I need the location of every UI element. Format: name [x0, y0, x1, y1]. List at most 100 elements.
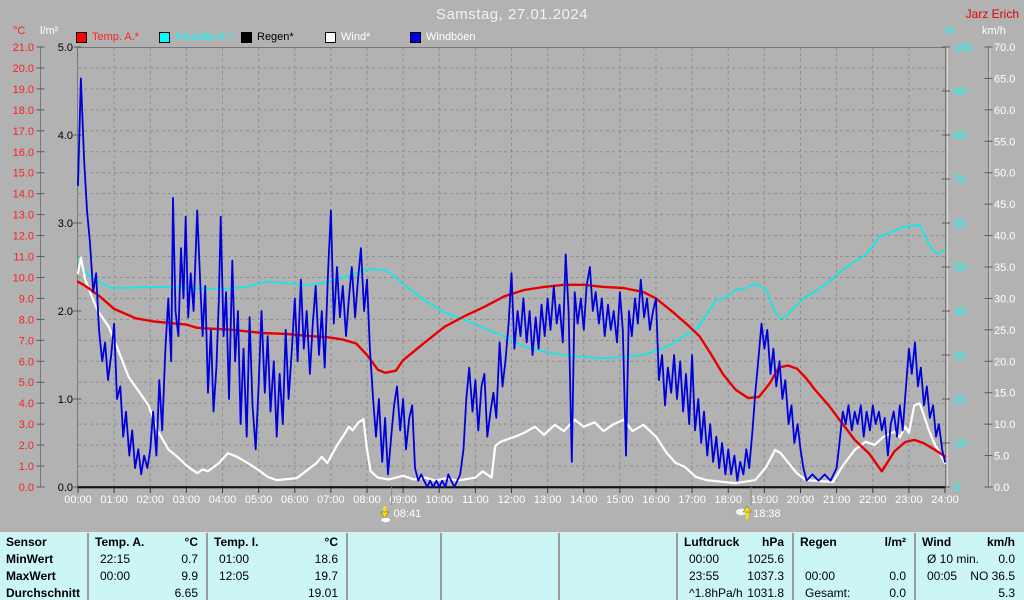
table-cell: 5.3: [998, 586, 1015, 600]
table-cell: 6.65: [174, 586, 198, 600]
humidity-tick-label: 90: [954, 86, 966, 98]
legend-label: Wind*: [341, 31, 371, 43]
legend-item: Wind*: [325, 31, 370, 43]
hour-label: 10:00: [425, 494, 453, 506]
table-cell: 1031.8: [747, 586, 784, 600]
table-divider: [87, 533, 89, 600]
series-windb-en: [77, 77, 946, 488]
table-cell: Wind: [922, 535, 952, 549]
humidity-axis-unit: %: [945, 25, 955, 37]
wind-tick-label: 70.0: [994, 42, 1015, 54]
summary-table: Sensor MinWert MaxWert Durchschnitt Temp. A.…: [0, 532, 1024, 600]
hour-label: 15:00: [606, 494, 634, 506]
table-cell: 18.6: [314, 552, 338, 566]
hour-label: 08:00: [353, 494, 381, 506]
table-cell: MinWert: [6, 552, 54, 566]
wind-tick-label: 15.0: [994, 388, 1015, 400]
legend-swatch-icon: [159, 31, 170, 43]
hour-label: 19:00: [751, 494, 779, 506]
wind-tick-label: 25.0: [994, 325, 1015, 337]
rain-axis-unit: l/m²: [40, 25, 59, 37]
table-cell: 0.0: [889, 569, 906, 583]
weather-chart: 0.0 1.0 2.0 3.0 4.0 5.0 6.0 7.0 8.0 9.0 10.0 11.0 12…: [13, 42, 1015, 523]
rain-tick-label: 0.0: [58, 482, 73, 494]
humidity-tick-label: 70: [954, 174, 966, 186]
legend-swatch-icon: [76, 31, 87, 43]
temp-axis-unit: °C: [13, 25, 26, 37]
wind-tick-label: 40.0: [994, 231, 1015, 243]
hour-label: 06:00: [281, 494, 309, 506]
sun-horizon-icon: [381, 517, 391, 523]
wind-tick-label: 45.0: [994, 199, 1015, 211]
temp-tick-label: 12.0: [13, 231, 34, 243]
table-cell: 9.9: [181, 569, 198, 583]
temp-tick-label: 14.0: [13, 189, 34, 201]
legend-swatch-icon: [410, 31, 421, 43]
temp-tick-label: 3.0: [19, 419, 34, 431]
humidity-tick-label: 10: [954, 438, 966, 450]
table-cell: 1037.3: [747, 569, 784, 583]
temp-tick-label: 10.0: [13, 272, 34, 284]
temp-tick-label: 21.0: [13, 42, 34, 54]
humidity-tick-label: 60: [954, 218, 966, 230]
hour-label: 22:00: [859, 494, 887, 506]
table-cell: 19.7: [314, 569, 338, 583]
table-cell: km/h: [986, 535, 1015, 549]
humidity-tick-label: 50: [954, 262, 966, 274]
table-cell: 01:00: [219, 552, 250, 566]
table-cell: 00:00: [100, 569, 131, 583]
wind-tick-label: 10.0: [994, 419, 1015, 431]
humidity-tick-label: 100: [954, 42, 972, 54]
legend-label: Regen*: [257, 31, 294, 43]
hour-label: 04:00: [209, 494, 237, 506]
table-divider: [558, 533, 560, 600]
temp-tick-label: 9.0: [19, 293, 34, 305]
hour-label: 07:00: [317, 494, 345, 506]
legend-item: Temp. A.*: [76, 31, 139, 43]
temp-tick-label: 5.0: [19, 377, 34, 389]
hour-label: 09:00: [389, 494, 417, 506]
temp-tick-label: 1.0: [19, 461, 34, 473]
hour-label: 18:00: [714, 494, 742, 506]
temp-tick-label: 11.0: [13, 252, 34, 264]
table-cell: Gesamt:: [805, 586, 851, 600]
table-cell: 1025.6: [747, 552, 784, 566]
hour-label: 21:00: [823, 494, 851, 506]
hour-label: 00:00: [64, 494, 92, 506]
hour-label: 11:00: [462, 494, 489, 506]
sunset-arrow-icon: [742, 505, 752, 513]
table-cell: Regen: [800, 535, 837, 549]
wind-tick-label: 65.0: [994, 73, 1015, 85]
table-cell: 22:15: [100, 552, 131, 566]
table-cell: Temp. A.: [95, 535, 145, 549]
rain-tick-label: 3.0: [58, 218, 73, 230]
wind-tick-label: 60.0: [994, 105, 1015, 117]
table-cell: hPa: [761, 535, 784, 549]
wind-tick-label: 0.0: [994, 482, 1009, 494]
sunset-time-label: 18:38: [753, 508, 781, 520]
series-wind: [76, 256, 947, 485]
table-cell: 0.0: [889, 586, 906, 600]
sunrise-arrow-icon: [380, 511, 390, 519]
temp-tick-label: 13.0: [13, 210, 34, 222]
hour-label: 03:00: [173, 494, 201, 506]
legend-item: Windböen: [410, 31, 476, 43]
table-cell: 12:05: [219, 569, 250, 583]
humidity-tick-label: 0: [954, 482, 960, 494]
table-cell: 00:00: [805, 569, 836, 583]
temp-tick-label: 19.0: [13, 84, 34, 96]
table-cell: 0.0: [998, 552, 1015, 566]
legend-label: Windböen: [426, 31, 476, 43]
table-cell: l/m²: [884, 535, 906, 549]
table-cell: Durchschnitt: [6, 586, 81, 600]
table-cell: 19.01: [307, 586, 338, 600]
table-divider: [440, 533, 442, 600]
legend-item: Regen*: [241, 31, 294, 43]
temp-tick-label: 0.0: [19, 482, 34, 494]
table-divider: [914, 533, 916, 600]
legend-label: Temp. A.*: [92, 31, 140, 43]
wind-tick-label: 50.0: [994, 168, 1015, 180]
wind-axis-unit: km/h: [982, 25, 1006, 37]
table-cell: 23:55: [689, 569, 720, 583]
